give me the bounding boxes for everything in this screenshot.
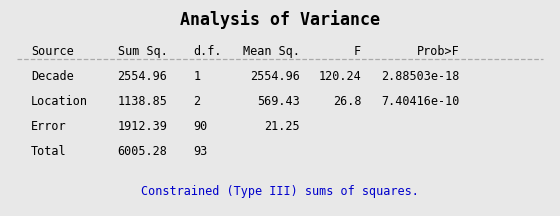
Text: 7.40416e-10: 7.40416e-10 bbox=[381, 95, 459, 108]
Text: Decade: Decade bbox=[31, 70, 73, 83]
Text: 1: 1 bbox=[193, 70, 200, 83]
Text: F: F bbox=[354, 45, 361, 58]
Text: 2554.96: 2554.96 bbox=[250, 70, 300, 83]
Text: 1912.39: 1912.39 bbox=[118, 120, 167, 133]
Text: Constrained (Type III) sums of squares.: Constrained (Type III) sums of squares. bbox=[141, 185, 419, 198]
Text: 2: 2 bbox=[193, 95, 200, 108]
Text: 93: 93 bbox=[193, 145, 207, 158]
Text: 90: 90 bbox=[193, 120, 207, 133]
Text: Location: Location bbox=[31, 95, 88, 108]
Text: Total: Total bbox=[31, 145, 67, 158]
Text: Source: Source bbox=[31, 45, 73, 58]
Text: 26.8: 26.8 bbox=[333, 95, 361, 108]
Text: d.f.: d.f. bbox=[193, 45, 222, 58]
Text: 6005.28: 6005.28 bbox=[118, 145, 167, 158]
Text: Error: Error bbox=[31, 120, 67, 133]
Text: 120.24: 120.24 bbox=[319, 70, 361, 83]
Text: 2554.96: 2554.96 bbox=[118, 70, 167, 83]
Text: Sum Sq.: Sum Sq. bbox=[118, 45, 167, 58]
Text: 569.43: 569.43 bbox=[257, 95, 300, 108]
Text: 1138.85: 1138.85 bbox=[118, 95, 167, 108]
Text: Prob>F: Prob>F bbox=[417, 45, 459, 58]
Text: Mean Sq.: Mean Sq. bbox=[242, 45, 300, 58]
Text: 21.25: 21.25 bbox=[264, 120, 300, 133]
Text: Analysis of Variance: Analysis of Variance bbox=[180, 10, 380, 29]
Text: 2.88503e-18: 2.88503e-18 bbox=[381, 70, 459, 83]
